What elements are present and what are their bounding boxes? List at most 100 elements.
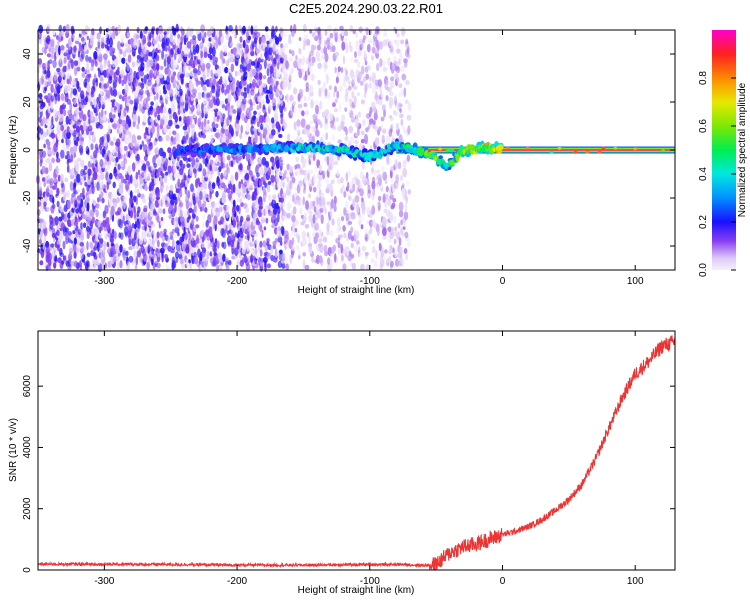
heatmap-cell (41, 150, 47, 158)
heatmap-cell (377, 201, 380, 207)
heatmap-cell (179, 209, 183, 219)
heatmap-cell (191, 219, 195, 225)
heatmap-cell (266, 67, 270, 77)
heatmap-cell (172, 82, 177, 89)
carrier-blob (633, 147, 638, 151)
heatmap-cell (94, 227, 97, 235)
heatmap-cell (276, 243, 281, 248)
heatmap-cell (398, 210, 404, 218)
heatmap-cell (305, 110, 310, 116)
heatmap-cell (168, 214, 173, 220)
heatmap-cell (397, 223, 401, 229)
heatmap-cell (401, 258, 405, 268)
heatmap-cell (128, 246, 133, 251)
heatmap-cell (266, 183, 271, 193)
heatmap-cell (235, 95, 239, 101)
heatmap-cell (66, 98, 71, 105)
heatmap-cell (293, 23, 297, 34)
heatmap-cell (287, 133, 291, 142)
heatmap-cell (267, 181, 272, 185)
heatmap-cell (159, 95, 163, 101)
heatmap-cell (109, 69, 114, 76)
heatmap-cell (67, 237, 71, 243)
heatmap-cell (388, 255, 392, 263)
heatmap-cell (106, 177, 111, 182)
heatmap-cell (252, 115, 257, 121)
heatmap-cell (172, 239, 175, 249)
heatmap-cell (223, 44, 228, 51)
colorbar-gradient (712, 30, 736, 270)
heatmap-cell (372, 120, 376, 125)
heatmap-cell (246, 107, 250, 114)
heatmap-cell (395, 32, 401, 38)
heatmap-cell (322, 236, 328, 243)
heatmap-cell (156, 170, 160, 178)
heatmap-cell (195, 29, 201, 35)
heatmap-cell (183, 226, 186, 236)
heatmap-cell (359, 214, 364, 222)
heatmap-cell (349, 110, 354, 119)
heatmap-cell (159, 230, 164, 238)
heatmap-cell (199, 112, 202, 122)
heatmap-cell (136, 153, 140, 162)
heatmap-cell (193, 55, 197, 61)
heatmap-cell (163, 58, 167, 67)
heatmap-cell (94, 182, 97, 188)
heatmap-trace-layer (174, 138, 504, 171)
heatmap-cell (192, 49, 197, 55)
heatmap-cell (111, 101, 115, 108)
heatmap-cell (112, 122, 118, 130)
heatmap-cell (84, 44, 88, 52)
heatmap-cell (407, 102, 412, 112)
heatmap-cell (258, 44, 262, 52)
carrier-blob (557, 146, 562, 150)
carrier-blob (601, 146, 606, 150)
heatmap-cell (84, 181, 88, 187)
heatmap-cell (282, 69, 286, 76)
heatmap-cell (88, 73, 92, 78)
heatmap-cell (114, 161, 118, 167)
heatmap-cell (73, 178, 77, 188)
heatmap-cell (265, 94, 269, 101)
trace-blob (284, 144, 290, 150)
heatmap-cell (265, 115, 270, 123)
heatmap-cell (110, 193, 114, 202)
carrier-blob (438, 147, 443, 151)
heatmap-cell (371, 83, 377, 94)
heatmap-cell (373, 260, 378, 268)
heatmap-cell (156, 231, 160, 239)
x-tick-label: -100 (360, 576, 380, 587)
heatmap-cell (215, 123, 219, 129)
heatmap-cell (178, 120, 184, 127)
heatmap-cell (118, 181, 124, 191)
heatmap-cell (56, 111, 61, 116)
heatmap-cell (337, 139, 342, 144)
heatmap-cell (347, 220, 353, 225)
heatmap-cell (208, 231, 213, 240)
heatmap-cell (161, 50, 165, 60)
heatmap-cell (317, 79, 321, 86)
heatmap-cell (360, 138, 365, 144)
heatmap-cell (66, 137, 71, 147)
heatmap-cell (382, 128, 387, 134)
heatmap-cell (114, 106, 117, 111)
heatmap-cell (107, 26, 112, 33)
heatmap-cell (254, 248, 258, 256)
heatmap-cell (119, 244, 123, 253)
heatmap-cell (289, 165, 293, 174)
heatmap-cell (256, 172, 260, 178)
heatmap-cell (395, 61, 399, 67)
heatmap-cell (136, 58, 140, 64)
heatmap-cell (36, 209, 41, 217)
heatmap-cell (320, 48, 324, 54)
heatmap-cell (405, 196, 409, 204)
heatmap-cell (139, 144, 143, 151)
heatmap-cell (202, 168, 207, 177)
heatmap-cell (76, 200, 80, 207)
heatmap-cell (192, 113, 197, 119)
heatmap-cell (203, 200, 207, 208)
heatmap-cell (273, 57, 277, 65)
heatmap-cell (202, 106, 207, 115)
heatmap-cell (381, 134, 385, 141)
heatmap-cell (207, 214, 212, 224)
